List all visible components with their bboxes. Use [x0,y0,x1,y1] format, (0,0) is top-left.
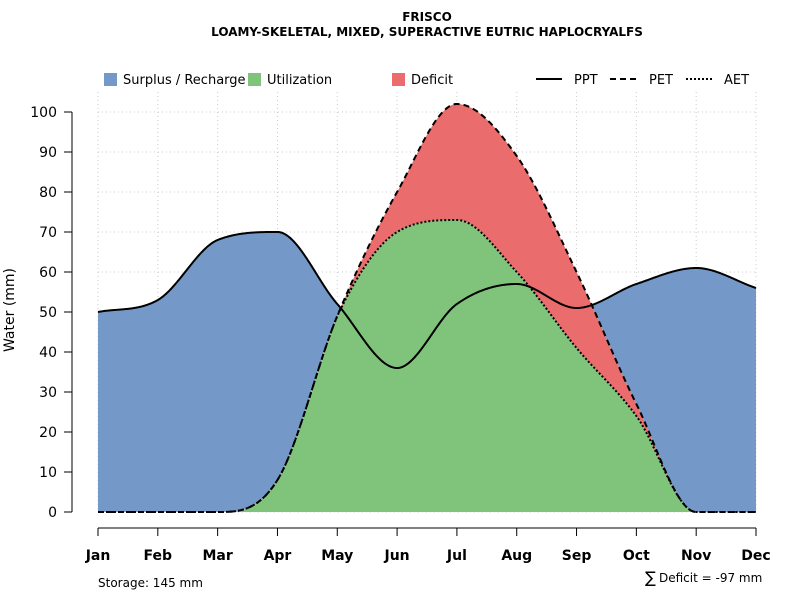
y-tick-label: 80 [39,185,57,201]
x-tick-label: Dec [741,548,770,564]
axis-layer: 0 10 20 30 40 50 60 70 80 90 100 Jan Feb Mar Apr May Jun… [30,105,770,564]
y-tick-label: 40 [39,345,57,361]
legend-label-utilization: Utilization [267,73,332,88]
x-tick-label: Jul [446,548,467,564]
series-line-ppt [97,231,757,370]
legend-label-surplus: Surplus / Recharge [123,73,246,88]
y-tick-label: 30 [39,385,57,401]
x-tick-label: Jun [384,548,410,564]
x-tick-label: Aug [501,548,532,564]
y-tick-label: 0 [48,505,57,521]
y-tick-label: 90 [39,145,57,161]
x-tick-label: Mar [202,548,232,564]
legend-label-pet: PET [649,73,673,88]
storage-annotation: Storage: 145 mm [98,576,203,590]
utilization-area [98,220,756,512]
legend-swatch-utilization [248,73,261,86]
legend-swatch-surplus [104,73,117,86]
y-tick-label: 50 [39,305,57,321]
x-tick-label: Jan [85,548,111,564]
legend-label-deficit: Deficit [411,73,453,88]
x-tick-label: May [321,548,353,564]
y-tick-label: 100 [30,105,57,121]
legend-label-ppt: PPT [574,73,598,88]
deficit-annotation: Deficit = -97 mm [659,571,762,585]
y-axis-label: Water (mm) [2,268,18,352]
line-layer [97,102,757,513]
x-tick-label: Sep [562,548,592,564]
series-line-pet [98,102,756,513]
deficit-area [98,104,756,512]
x-tick-label: Apr [264,548,292,564]
x-tick-label: Oct [623,548,650,564]
legend: Surplus / Recharge Utilization Deficit P… [104,73,749,88]
y-tick-label: 10 [39,465,57,481]
area-layer [98,104,756,512]
legend-swatch-deficit [392,73,405,86]
y-tick-label: 60 [39,265,57,281]
sum-symbol: ∑ [645,568,656,587]
series-line-aet [98,219,756,513]
surplus-area [98,104,756,512]
y-tick-label: 70 [39,225,57,241]
x-tick-label: Nov [681,548,711,564]
y-tick-label: 20 [39,425,57,441]
x-tick-label: Feb [144,548,173,564]
chart-subtitle: LOAMY-SKELETAL, MIXED, SUPERACTIVE EUTRI… [211,25,643,39]
chart-title: FRISCO [402,10,452,24]
legend-label-aet: AET [724,73,749,88]
